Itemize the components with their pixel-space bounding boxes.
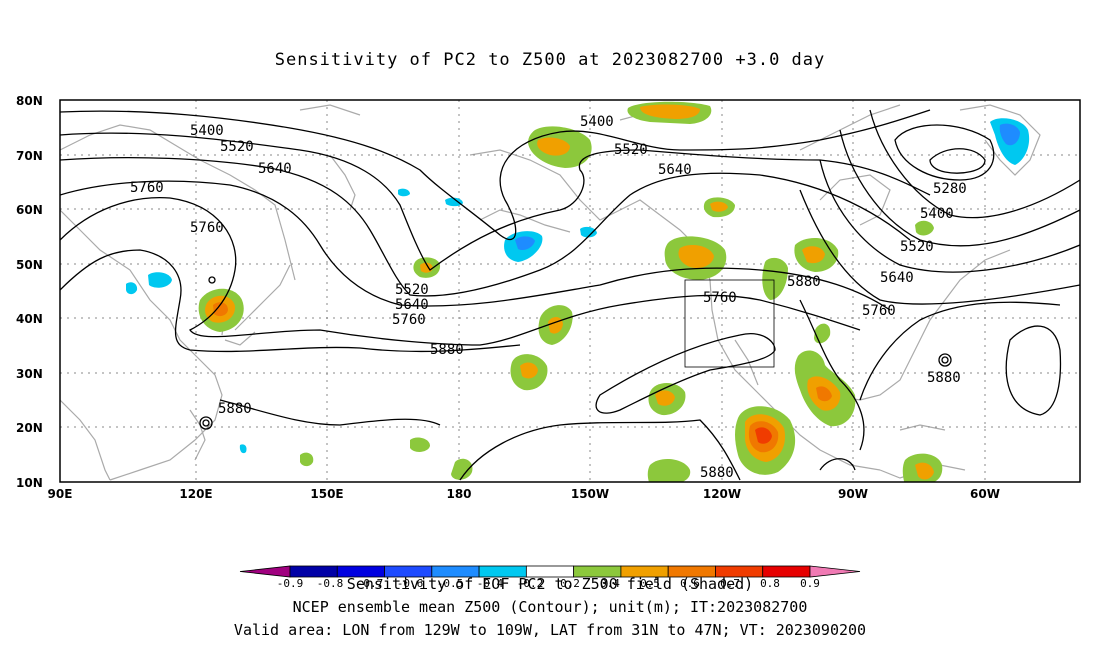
footer-line-3: Valid area: LON from 129W to 109W, LAT f… [233,621,867,639]
colorbar-tick-label: -0.4 [477,577,504,590]
positive-patch [451,458,473,480]
contour-label: 5880 [218,401,252,417]
contour-label: 5520 [614,142,648,158]
colorbar-max-arrow [809,565,861,578]
lat-label: 10N [16,476,43,490]
contour-label: 5520 [900,239,934,255]
lat-label: 30N [16,367,43,381]
contour-label: 5640 [258,161,292,177]
positive-patch [915,462,934,480]
negative-patch [515,236,535,251]
colorbar-tick-label: -0.9 [277,577,304,590]
lat-label: 20N [16,421,43,435]
positive-patch [816,386,832,402]
sensitivity-shading [126,101,1030,482]
positive-patch [640,104,700,119]
positive-patch [647,459,691,482]
colorbar-tick-label: 0.4 [600,577,620,590]
contour-label: 5880 [927,370,961,386]
lat-label: 60N [16,203,43,217]
positive-patch [762,257,788,300]
contour-label: 5400 [190,123,224,139]
lat-label: 40N [16,312,43,326]
colorbar-tick-label: -0.6 [397,577,424,590]
negative-patch [398,188,410,197]
positive-patch [537,137,570,156]
lat-label: 80N [16,94,43,108]
negative-patch [148,272,172,288]
contour-labels: 5400 5520 5640 5760 5760 5400 5520 5640 … [130,114,967,481]
negative-patch [239,444,247,454]
lon-label: 90E [48,487,73,501]
negative-patch [445,197,463,207]
contour-label: 5760 [130,180,164,196]
colorbar-tick-label: 0.8 [760,577,780,590]
positive-patch [678,244,714,268]
colorbar-tick-label: -0.8 [317,577,344,590]
lat-label: 50N [16,258,43,272]
z500-contours [60,109,1080,481]
colorbar-tick-label: -0.2 [517,577,544,590]
colorbar-tick-label: 0.6 [680,577,700,590]
lon-label: 120E [179,487,212,501]
positive-patch [710,201,728,212]
positive-patch [915,220,934,236]
positive-patch [755,427,772,444]
lon-label: 150W [571,487,609,501]
contour-label: 5280 [933,181,967,197]
positive-patch [410,437,430,452]
colorbar-tick-label: 0.7 [720,577,740,590]
colorbar-tick-label: 0.9 [800,577,820,590]
colorbar: -0.9 -0.8 -0.7 -0.6 -0.5 -0.4 -0.2 0.2 0.4 0.5 0.6… [239,565,861,590]
positive-patch [520,362,538,379]
lon-label: 120W [703,487,741,501]
contour-label: 5760 [392,312,426,328]
lon-label: 150E [310,487,343,501]
map-title: Sensitivity of PC2 to Z500 at 2023082700… [274,50,826,70]
lon-label: 90W [838,487,868,501]
latitude-labels: 80N 70N 60N 50N 40N 30N 20N 10N [16,94,43,490]
valid-area-box [684,279,775,368]
contour-label: 5520 [220,139,254,155]
contour-label: 5880 [430,342,464,358]
contour-label: 5760 [862,303,896,319]
footer-line-2: NCEP ensemble mean Z500 (Contour); unit(… [292,598,808,616]
positive-patch [655,390,675,406]
longitude-labels: 90E 120E 150E 180 150W 120W 90W 60W [48,487,1000,501]
positive-patch [814,323,831,344]
lon-label: 180 [446,487,471,501]
contour-label: 5400 [920,206,954,222]
lat-label: 70N [16,149,43,163]
contour-label: 5400 [580,114,614,130]
negative-patch [126,282,138,295]
map-frame [59,99,1081,483]
contour-label: 5880 [700,465,734,481]
colorbar-tick-label: 0.5 [640,577,660,590]
contour-label: 5640 [880,270,914,286]
contour-label: 5640 [658,162,692,178]
negative-patch [999,123,1020,146]
positive-patch [300,452,314,467]
positive-patch [213,302,228,317]
negative-patch [580,226,597,238]
positive-patch [802,246,825,264]
contour-label: 5520 [395,282,429,298]
contour-label: 5880 [787,274,821,290]
footer-line-1: Sensitivity of EOF PC2 to Z500 field (Sh… [346,575,754,593]
colorbar-tick-label: -0.7 [357,577,384,590]
contour-label: 5640 [395,297,429,313]
contour-label: 5760 [190,220,224,236]
colorbar-tick-label: 0.2 [560,577,580,590]
lon-label: 60W [970,487,1000,501]
colorbar-tick-label: -0.5 [437,577,464,590]
contour-label: 5760 [703,290,737,306]
